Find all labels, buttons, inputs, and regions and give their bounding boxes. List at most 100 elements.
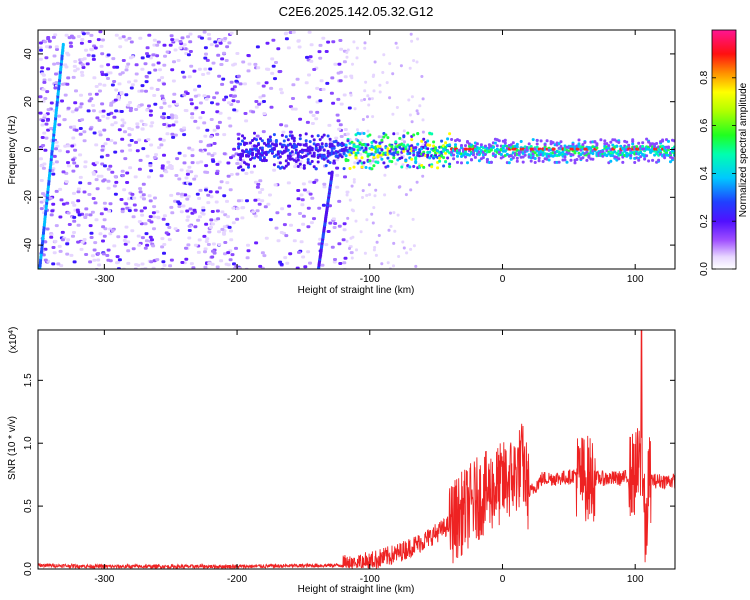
heatmap-noise-cell xyxy=(128,56,133,60)
heatmap-noise-cell xyxy=(204,164,209,168)
heatmap-noise-cell xyxy=(110,170,115,174)
heatmap-noise-cell xyxy=(59,198,64,202)
heatmap-ridge-cell xyxy=(444,160,448,164)
heatmap-noise-cell xyxy=(258,264,263,268)
heatmap-noise-cell xyxy=(321,87,326,91)
heatmap-ridge-cell xyxy=(414,157,418,161)
heatmap-ridge-cell xyxy=(460,161,463,165)
heatmap-noise-cell xyxy=(307,95,312,99)
heatmap-noise-cell xyxy=(337,127,342,131)
heatmap-noise-cell xyxy=(222,152,227,156)
heatmap-noise-cell xyxy=(76,35,81,38)
heatmap-ridge-cell xyxy=(569,158,573,162)
heatmap-noise-cell xyxy=(83,165,88,169)
heatmap-ridge-cell xyxy=(418,165,422,169)
heatmap-sparse-cell xyxy=(373,60,377,64)
heatmap-noise-cell xyxy=(98,89,102,93)
heatmap-noise-cell xyxy=(209,135,214,139)
heatmap-noise-cell xyxy=(280,207,285,211)
heatmap-noise-cell xyxy=(162,43,167,47)
heatmap-noise-cell xyxy=(102,218,107,222)
heatmap-noise-cell xyxy=(232,147,237,151)
heatmap-ridge-cell xyxy=(577,142,581,146)
snr-frame xyxy=(37,329,676,570)
heatmap-noise-cell xyxy=(137,243,142,247)
colorbar-ticks: 0.00.20.40.60.8 xyxy=(699,70,736,276)
heatmap-noise-cell xyxy=(68,41,73,45)
heatmap-noise-cell xyxy=(288,130,293,134)
heatmap-noise-cell xyxy=(66,211,71,215)
heatmap-noise-cell xyxy=(48,45,52,49)
heatmap-noise-cell xyxy=(333,62,338,66)
heatmap-noise-cell xyxy=(167,238,172,242)
heatmap-noise-cell xyxy=(139,119,144,123)
heatmap-ridge-cell xyxy=(430,165,434,169)
heatmap-noise-cell xyxy=(196,218,201,222)
heatmap-noise-cell xyxy=(114,88,119,92)
heatmap-noise-cell xyxy=(193,119,198,123)
heatmap-noise-cell xyxy=(317,50,322,54)
heatmap-ridge-cell xyxy=(667,139,670,143)
heatmap-noise-cell xyxy=(49,101,54,105)
snr-y-tick-label: 0.5 xyxy=(23,499,34,513)
heatmap-sparse-cell xyxy=(396,213,400,217)
heatmap-noise-cell xyxy=(88,224,93,228)
heatmap-ridge-cell xyxy=(324,164,328,168)
heatmap-ridge-cell xyxy=(292,136,296,140)
heatmap-noise-cell xyxy=(193,225,198,229)
heatmap-noise-cell xyxy=(119,91,124,94)
heatmap-sparse-cell xyxy=(402,246,406,250)
heatmap-noise-cell xyxy=(57,114,62,118)
heatmap-noise-cell xyxy=(199,160,204,164)
heatmap-noise-cell xyxy=(332,260,337,264)
heatmap-noise-cell xyxy=(243,112,248,115)
heatmap-noise-cell xyxy=(255,209,260,213)
heatmap-noise-cell xyxy=(260,199,265,203)
snr-x-tick-label: 100 xyxy=(627,574,644,585)
heatmap-noise-cell xyxy=(145,46,150,50)
heatmap-noise-cell xyxy=(55,48,59,51)
heatmap-noise-cell xyxy=(156,61,161,65)
heatmap-sparse-cell xyxy=(395,46,399,50)
heatmap-sparse-cell xyxy=(391,112,395,116)
heatmap-ridge-cell xyxy=(394,140,398,144)
heatmap-noise-cell xyxy=(222,225,227,229)
snr-plot-area xyxy=(38,330,675,569)
heatmap-noise-cell xyxy=(89,33,94,37)
heatmap-noise-cell xyxy=(215,209,220,213)
heatmap-noise-cell xyxy=(149,86,154,90)
heatmap-noise-cell xyxy=(128,148,133,152)
heatmap-noise-cell xyxy=(298,117,303,121)
heatmap-noise-cell xyxy=(171,135,176,139)
heatmap-noise-cell xyxy=(94,85,99,88)
heatmap-ridge-cell xyxy=(251,153,254,157)
heatmap-noise-cell xyxy=(47,39,52,43)
heatmap-noise-cell xyxy=(137,138,142,142)
heatmap-noise-cell xyxy=(160,76,165,80)
heatmap-noise-cell xyxy=(79,247,84,251)
heatmap-sparse-cell xyxy=(415,109,419,113)
heatmap-noise-cell xyxy=(342,261,347,265)
heatmap-ridge-cell xyxy=(603,139,607,143)
heatmap-noise-cell xyxy=(91,109,96,113)
heatmap-ridge-cell xyxy=(386,156,390,160)
heatmap-sparse-cell xyxy=(349,93,353,97)
heatmap-noise-cell xyxy=(92,76,97,80)
heatmap-noise-cell xyxy=(324,50,329,53)
heatmap-ridge-cell xyxy=(507,161,511,165)
heatmap-noise-cell xyxy=(215,132,220,136)
heatmap-noise-cell xyxy=(223,252,227,256)
heatmap-ridge-cell xyxy=(529,145,533,148)
heatmap-noise-cell xyxy=(214,200,219,204)
heatmap-noise-cell xyxy=(288,252,293,256)
heatmap-noise-cell xyxy=(102,234,107,238)
heatmap-peak-cell xyxy=(464,147,468,151)
heatmap-ridge-cell xyxy=(270,149,274,153)
heatmap-noise-cell xyxy=(143,206,147,210)
heatmap-ridge-cell xyxy=(565,160,569,164)
heatmap-ridge-cell xyxy=(286,148,290,152)
heatmap-noise-cell xyxy=(115,261,119,265)
heatmap-noise-cell xyxy=(69,253,74,257)
heatmap-noise-cell xyxy=(110,123,115,127)
heatmap-noise-cell xyxy=(167,226,172,229)
